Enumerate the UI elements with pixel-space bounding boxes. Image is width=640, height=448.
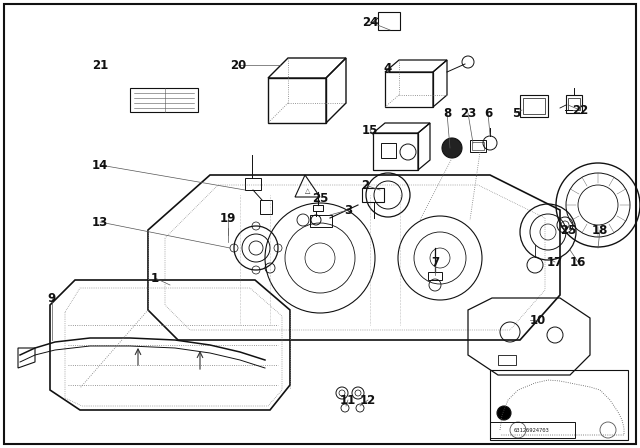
Text: 6: 6 <box>484 107 492 120</box>
Text: 18: 18 <box>592 224 608 237</box>
Bar <box>381 143 396 158</box>
Bar <box>260 200 272 214</box>
Bar <box>470 140 486 152</box>
Text: 19: 19 <box>220 211 236 224</box>
Text: 1: 1 <box>151 271 159 284</box>
Bar <box>428 272 442 280</box>
Text: 23: 23 <box>460 107 476 120</box>
Text: 17: 17 <box>547 255 563 268</box>
Bar <box>523 98 545 114</box>
Bar <box>566 95 582 113</box>
Text: 2: 2 <box>361 178 369 191</box>
Circle shape <box>497 406 511 420</box>
Bar <box>313 205 323 211</box>
Text: 12: 12 <box>360 393 376 406</box>
Bar <box>568 98 580 110</box>
Text: 15: 15 <box>362 124 378 137</box>
Text: 4: 4 <box>384 61 392 74</box>
Bar <box>490 370 628 440</box>
Text: 3: 3 <box>344 203 352 216</box>
Text: 16: 16 <box>570 255 586 268</box>
Bar <box>130 88 198 112</box>
Text: 25: 25 <box>312 191 328 204</box>
Bar <box>520 95 548 117</box>
Bar <box>362 188 384 202</box>
Text: 9: 9 <box>48 292 56 305</box>
Text: 10: 10 <box>530 314 546 327</box>
Text: 22: 22 <box>572 103 588 116</box>
Bar <box>310 215 332 227</box>
Bar <box>378 12 400 30</box>
Text: 21: 21 <box>92 59 108 72</box>
Text: 11: 11 <box>340 393 356 406</box>
Text: 13: 13 <box>92 215 108 228</box>
Text: 63126924703: 63126924703 <box>514 427 550 432</box>
Text: △: △ <box>305 188 310 194</box>
Text: 8: 8 <box>443 107 451 120</box>
Text: 25: 25 <box>560 224 576 237</box>
Text: 14: 14 <box>92 159 108 172</box>
Bar <box>245 178 261 190</box>
Bar <box>472 142 484 150</box>
Bar <box>498 355 516 365</box>
Text: 20: 20 <box>230 59 246 72</box>
Text: 5: 5 <box>512 107 520 120</box>
Bar <box>490 422 575 438</box>
Text: 7: 7 <box>431 255 439 268</box>
Circle shape <box>442 138 462 158</box>
Text: 24: 24 <box>362 16 378 29</box>
